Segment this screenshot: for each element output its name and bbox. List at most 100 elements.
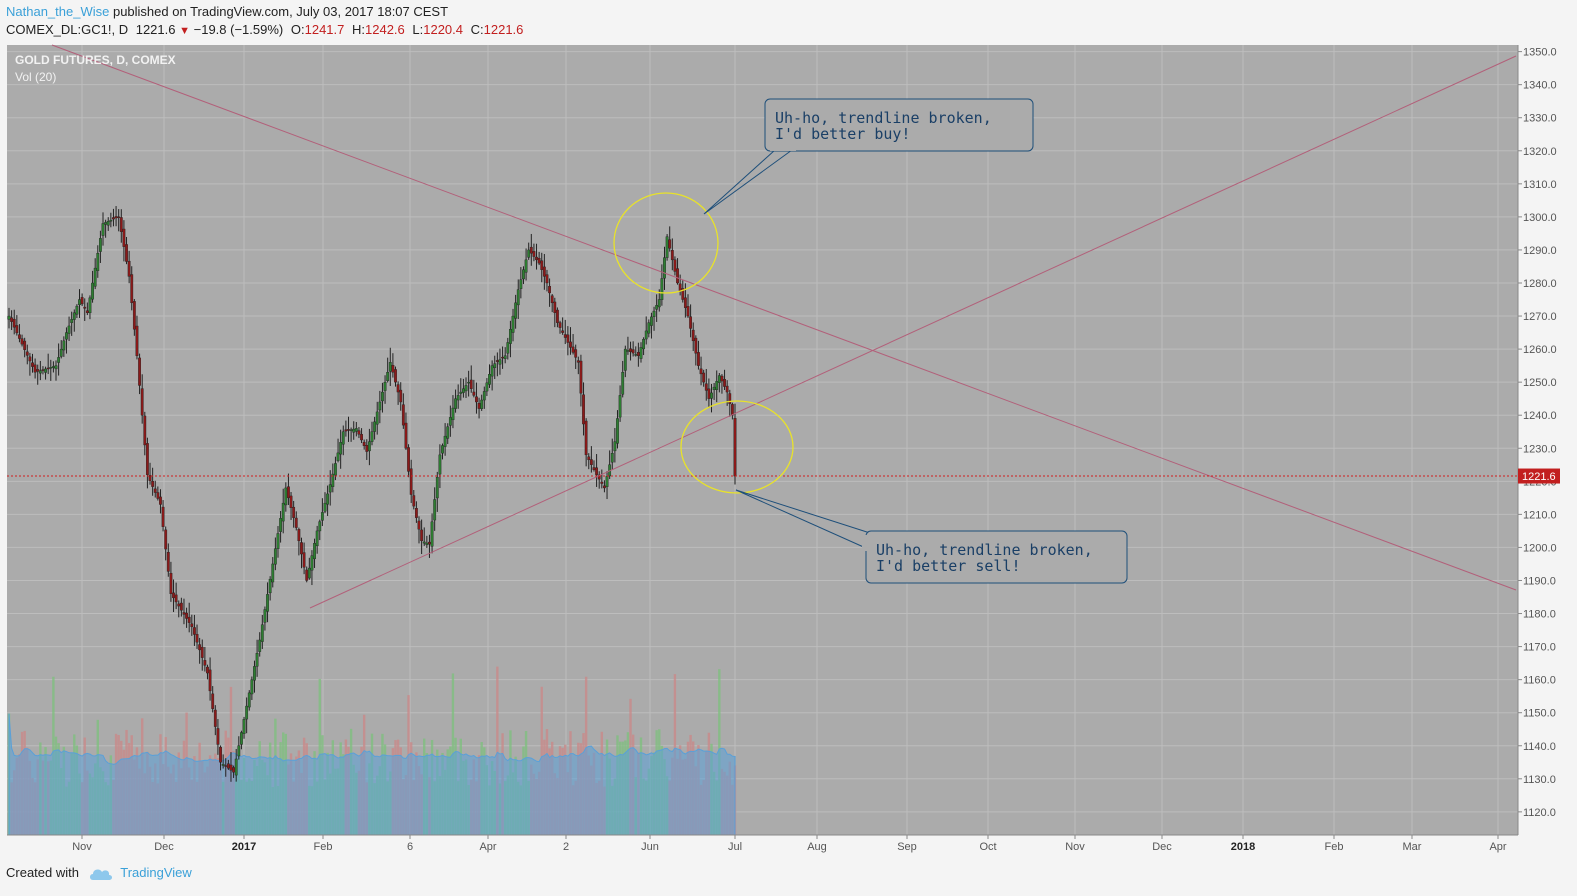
time-tick-label: 6 bbox=[407, 841, 413, 853]
candle-body bbox=[475, 396, 478, 403]
candle-body bbox=[203, 660, 207, 666]
candle-body bbox=[686, 306, 690, 317]
time-axis[interactable]: Nov Dec 2017 Feb 6 Apr 2 Jun Jul Aug Sep Oct Nov Dec 2… bbox=[72, 835, 1507, 853]
price-tick-label: 1270.0 bbox=[1523, 311, 1557, 323]
candle-body bbox=[106, 221, 110, 226]
author-link[interactable]: Nathan_the_Wise bbox=[6, 4, 110, 19]
time-tick-label: 2 bbox=[563, 841, 569, 853]
plot-area[interactable] bbox=[7, 45, 1518, 835]
candle-body bbox=[642, 338, 645, 350]
candle-body bbox=[122, 228, 126, 247]
candle-body bbox=[242, 719, 246, 734]
candle-body bbox=[268, 578, 272, 594]
candle-body bbox=[412, 495, 416, 507]
candle-body bbox=[407, 447, 410, 472]
time-tick-label: Apr bbox=[1489, 841, 1506, 853]
candle-body bbox=[665, 236, 669, 258]
candle-body bbox=[618, 395, 622, 418]
candle-body bbox=[182, 612, 186, 615]
candle-body bbox=[443, 435, 447, 447]
candle-body bbox=[206, 666, 209, 674]
candle-body bbox=[469, 379, 473, 389]
candle-body bbox=[725, 385, 729, 393]
price-tick-label: 1200.0 bbox=[1523, 542, 1557, 554]
candle-body bbox=[451, 407, 455, 421]
candle-body bbox=[156, 492, 160, 499]
candle-body bbox=[605, 476, 609, 487]
price-tick-label: 1340.0 bbox=[1523, 80, 1557, 92]
candle-body bbox=[561, 330, 565, 333]
candle-body bbox=[668, 239, 672, 249]
candle-body bbox=[707, 388, 711, 399]
trendlines[interactable] bbox=[51, 44, 1517, 609]
candle-body bbox=[260, 624, 264, 642]
candle-body bbox=[46, 367, 50, 370]
candle-body bbox=[247, 692, 251, 708]
top-ellipse-highlight[interactable] bbox=[613, 192, 719, 294]
candle-body bbox=[516, 289, 520, 306]
callout-buy[interactable]: Uh-ho, trendline broken, I'd better buy! bbox=[703, 98, 1034, 215]
price-chart[interactable]: Uh-ho, trendline broken, I'd better buy!… bbox=[0, 42, 1577, 857]
candle-body bbox=[542, 266, 546, 277]
candle-body bbox=[193, 627, 196, 635]
candle-body bbox=[676, 268, 679, 284]
candle-body bbox=[198, 644, 202, 651]
price-tick-label: 1300.0 bbox=[1523, 212, 1557, 224]
candle-body bbox=[300, 542, 303, 555]
price-tag-bg bbox=[1518, 468, 1560, 484]
candle-body bbox=[357, 430, 361, 435]
candle-body bbox=[88, 297, 92, 314]
candle-body bbox=[511, 315, 515, 333]
time-tick-label: Dec bbox=[1152, 841, 1172, 853]
candle-body bbox=[85, 310, 89, 313]
price-axis[interactable]: 1350.0 1340.0 1330.0 1320.0 1310.0 1300.0 1290… bbox=[1518, 47, 1557, 819]
publish-info: published on TradingView.com, July 03, 2… bbox=[112, 4, 449, 19]
candle-body bbox=[532, 251, 536, 257]
candle-body bbox=[12, 318, 16, 328]
candle-body bbox=[644, 330, 648, 340]
candle-body bbox=[344, 429, 348, 432]
candle-body bbox=[373, 421, 377, 432]
candle-body bbox=[279, 518, 282, 532]
candle-body bbox=[166, 551, 170, 572]
candle-body bbox=[519, 279, 523, 289]
candle-body bbox=[54, 365, 58, 370]
candle-body bbox=[438, 454, 442, 475]
candle-body bbox=[733, 418, 737, 477]
time-tick-label: 2017 bbox=[232, 841, 256, 853]
candle-body bbox=[657, 299, 661, 308]
candle-body bbox=[354, 428, 358, 432]
candle-body bbox=[587, 456, 591, 461]
callout-sell[interactable]: Uh-ho, trendline broken, I'd better sell… bbox=[735, 489, 1128, 584]
candle-body bbox=[430, 521, 434, 547]
bottom-ellipse-highlight[interactable] bbox=[680, 400, 794, 494]
callout-buy-line1: Uh-ho, trendline broken, bbox=[775, 109, 992, 127]
candle-body bbox=[699, 368, 703, 375]
tradingview-link[interactable]: TradingView bbox=[120, 865, 192, 880]
candle-body bbox=[119, 217, 123, 232]
candle-body bbox=[187, 616, 191, 623]
downtrend-line[interactable] bbox=[51, 44, 1517, 591]
candle-body bbox=[146, 443, 149, 475]
uptrend-line[interactable] bbox=[309, 55, 1517, 609]
candle-body bbox=[631, 349, 635, 354]
candle-body bbox=[159, 496, 162, 505]
candle-body bbox=[446, 426, 450, 439]
candle-body bbox=[600, 481, 604, 484]
candle-body bbox=[292, 506, 296, 518]
candle-body bbox=[93, 267, 97, 287]
price-tick-label: 1210.0 bbox=[1523, 509, 1557, 521]
candle-body bbox=[704, 383, 708, 391]
time-tick-label: Nov bbox=[1065, 841, 1085, 853]
chart-title: GOLD FUTURES, D, COMEX bbox=[15, 53, 176, 67]
candle-body bbox=[289, 495, 293, 508]
callout-sell-pointer bbox=[735, 489, 871, 550]
candle-body bbox=[195, 634, 199, 643]
candle-body bbox=[347, 429, 350, 431]
candle-body bbox=[313, 543, 316, 560]
time-tick-label: Mar bbox=[1403, 841, 1422, 853]
candles bbox=[7, 206, 737, 782]
price-tick-label: 1120.0 bbox=[1523, 807, 1556, 819]
candle-body bbox=[456, 395, 460, 401]
candle-body bbox=[381, 391, 384, 402]
